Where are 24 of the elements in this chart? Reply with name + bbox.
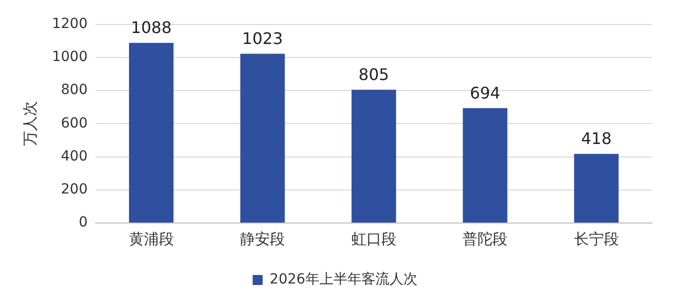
bar (129, 42, 174, 222)
x-tick-label: 普陀段 (462, 230, 508, 248)
x-tick-label: 虹口段 (351, 230, 396, 248)
bar (462, 108, 508, 222)
y-tick-label: 800 (60, 82, 88, 98)
bar (352, 90, 396, 222)
data-label: 805 (358, 64, 390, 84)
legend-label: 2026年上半年客流人次 (270, 272, 418, 288)
bar (574, 154, 619, 222)
data-label: 1023 (242, 28, 283, 48)
y-tick-label: 200 (60, 182, 88, 198)
data-label: 418 (581, 128, 612, 148)
x-tick-label: 黄浦段 (128, 230, 174, 248)
data-label: 1088 (130, 18, 172, 38)
y-tick-label: 600 (60, 115, 88, 132)
bar (240, 54, 285, 222)
y-axis-title: 万人次 (20, 101, 39, 146)
y-tick-label: 1000 (52, 49, 88, 66)
y-tick-label: 1200 (52, 16, 88, 32)
x-tick-label: 长宁段 (574, 230, 619, 248)
y-tick-label: 400 (60, 148, 88, 164)
data-label: 694 (470, 83, 500, 102)
x-tick-label: 静安段 (240, 230, 286, 248)
y-tick-label: 0 (78, 214, 88, 231)
